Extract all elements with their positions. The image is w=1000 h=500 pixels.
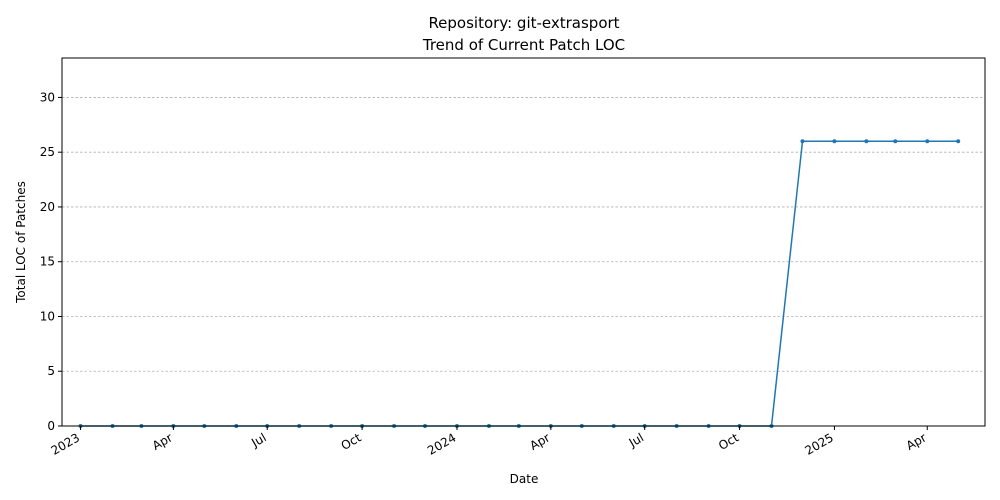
x-tick-label: Oct [339, 430, 364, 453]
x-axis: 2023 Apr Jul Oct 2024 Apr Jul Oct 2025 Apr [49, 426, 929, 458]
y-tick-label: 15 [40, 255, 55, 269]
data-point [800, 139, 805, 144]
y-tick-label: 25 [40, 145, 55, 159]
y-axis: 0 5 10 15 20 25 30 [40, 90, 62, 433]
data-point [925, 139, 930, 144]
x-tick-label: 2024 [425, 430, 458, 457]
y-tick-label: 0 [47, 419, 55, 433]
data-point [832, 139, 837, 144]
plot-frame [61, 57, 986, 427]
x-tick-label: Jul [626, 430, 646, 450]
y-axis-label: Total LOC of Patches [14, 181, 28, 304]
chart-subtitle: Trend of Current Patch LOC [422, 36, 625, 54]
x-tick-label: Apr [527, 430, 552, 453]
x-tick-label: Apr [904, 430, 929, 453]
series-line [80, 140, 959, 427]
grid-lines [62, 97, 985, 372]
x-tick-label: 2023 [49, 430, 82, 457]
x-tick-label: Jul [248, 430, 268, 450]
x-axis-label: Date [510, 472, 539, 486]
y-tick-label: 30 [40, 90, 55, 104]
x-tick-label: Oct [716, 430, 741, 453]
chart-title: Repository: git-extrasport [428, 14, 619, 32]
data-point [956, 139, 961, 144]
y-tick-label: 20 [40, 200, 55, 214]
y-tick-label: 10 [40, 309, 55, 323]
data-point [864, 139, 869, 144]
series-layer [78, 139, 961, 428]
x-tick-label: Apr [150, 430, 175, 453]
data-point [893, 139, 898, 144]
x-tick-label: 2025 [802, 430, 835, 457]
y-tick-label: 5 [47, 364, 55, 378]
